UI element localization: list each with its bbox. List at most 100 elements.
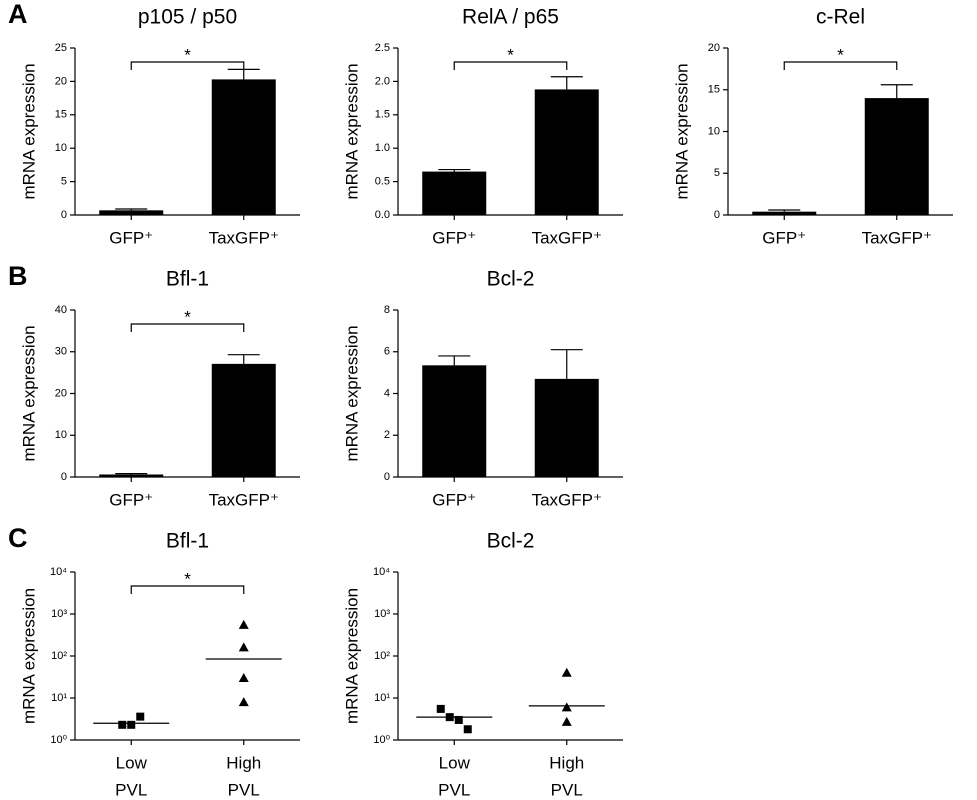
y-tick-label: 1.5 bbox=[375, 109, 390, 121]
x-tick-label: TaxGFP⁺ bbox=[209, 490, 279, 509]
y-tick-label: 10⁴ bbox=[50, 566, 67, 578]
x-tick-label: GFP⁺ bbox=[432, 490, 476, 509]
y-tick-label: 2.5 bbox=[375, 42, 390, 54]
y-tick-label: 10⁰ bbox=[50, 734, 67, 746]
point bbox=[238, 672, 249, 682]
y-tick-label: 0 bbox=[714, 209, 720, 221]
bar bbox=[534, 89, 599, 215]
chart-title: Bcl-2 bbox=[487, 268, 535, 291]
bar bbox=[534, 378, 599, 477]
y-tick-label: 15 bbox=[55, 109, 67, 121]
point bbox=[136, 712, 145, 721]
y-tick-label: 5 bbox=[714, 167, 720, 179]
point bbox=[436, 704, 445, 713]
x-tick-label: TaxGFP⁺ bbox=[862, 228, 932, 247]
x-tick-label: TaxGFP⁺ bbox=[209, 228, 279, 247]
significance-label: * bbox=[837, 45, 844, 64]
y-tick-label: 10¹ bbox=[51, 692, 67, 704]
y-tick-label: 0 bbox=[61, 471, 67, 483]
x-tick-label: GFP⁺ bbox=[762, 228, 806, 247]
y-tick-label: 10⁰ bbox=[373, 734, 390, 746]
point bbox=[238, 642, 249, 652]
significance-bracket bbox=[130, 61, 245, 70]
y-tick-label: 10² bbox=[374, 650, 390, 662]
x-tick-label: PVL bbox=[228, 780, 260, 799]
y-tick-label: 5 bbox=[61, 176, 67, 188]
y-tick-label: 20 bbox=[55, 387, 67, 399]
y-axis-label: mRNA expression bbox=[672, 63, 691, 199]
y-tick-label: 20 bbox=[55, 75, 67, 87]
x-tick-label: Low bbox=[116, 753, 148, 772]
y-tick-label: 1.0 bbox=[375, 142, 390, 154]
y-tick-label: 0 bbox=[61, 209, 67, 221]
significance-label: * bbox=[184, 45, 191, 64]
point bbox=[561, 716, 572, 726]
y-tick-label: 2.0 bbox=[375, 75, 390, 87]
panel-label: C bbox=[8, 523, 28, 553]
x-tick-label: GFP⁺ bbox=[109, 490, 153, 509]
x-tick-label: PVL bbox=[438, 780, 470, 799]
bar bbox=[99, 210, 164, 215]
significance-bracket bbox=[783, 61, 898, 70]
y-tick-label: 10 bbox=[55, 429, 67, 441]
y-axis-label: mRNA expression bbox=[19, 588, 38, 724]
y-tick-label: 10² bbox=[51, 650, 67, 662]
bar bbox=[422, 365, 487, 477]
bar bbox=[211, 79, 276, 215]
chart-title: p105 / p50 bbox=[138, 6, 237, 29]
x-tick-label: High bbox=[226, 753, 261, 772]
y-tick-label: 40 bbox=[55, 304, 67, 316]
point bbox=[561, 702, 572, 712]
bar bbox=[211, 363, 276, 477]
chart-title: c-Rel bbox=[816, 6, 865, 29]
y-axis-label: mRNA expression bbox=[342, 588, 361, 724]
y-tick-label: 10 bbox=[55, 142, 67, 154]
bar bbox=[864, 98, 929, 215]
point bbox=[561, 667, 572, 677]
significance-bracket bbox=[453, 61, 568, 70]
y-axis-label: mRNA expression bbox=[342, 63, 361, 199]
y-tick-label: 10¹ bbox=[374, 692, 390, 704]
significance-label: * bbox=[507, 45, 514, 64]
panel-label: A bbox=[8, 0, 28, 29]
significance-bracket bbox=[130, 585, 245, 594]
x-tick-label: High bbox=[549, 753, 584, 772]
x-tick-label: PVL bbox=[551, 780, 583, 799]
point bbox=[463, 725, 472, 734]
point bbox=[238, 619, 249, 629]
y-tick-label: 2 bbox=[384, 429, 390, 441]
y-tick-label: 10 bbox=[708, 125, 720, 137]
bar bbox=[752, 211, 817, 215]
bar bbox=[422, 171, 487, 215]
y-tick-label: 10⁴ bbox=[373, 566, 390, 578]
bar bbox=[99, 474, 164, 477]
point bbox=[127, 720, 136, 729]
y-tick-label: 8 bbox=[384, 304, 390, 316]
x-tick-label: TaxGFP⁺ bbox=[532, 490, 602, 509]
chart-title: Bfl-1 bbox=[166, 530, 209, 553]
y-tick-label: 15 bbox=[708, 84, 720, 96]
chart-title: Bcl-2 bbox=[487, 530, 535, 553]
y-axis-label: mRNA expression bbox=[19, 63, 38, 199]
significance-bracket bbox=[130, 323, 245, 332]
panel-label: B bbox=[8, 261, 28, 291]
y-tick-label: 10³ bbox=[51, 608, 67, 620]
significance-label: * bbox=[184, 569, 191, 588]
y-tick-label: 0 bbox=[384, 471, 390, 483]
x-tick-label: GFP⁺ bbox=[432, 228, 476, 247]
x-tick-label: PVL bbox=[115, 780, 147, 799]
y-tick-label: 10³ bbox=[374, 608, 390, 620]
y-tick-label: 25 bbox=[55, 42, 67, 54]
x-tick-label: GFP⁺ bbox=[109, 228, 153, 247]
y-axis-label: mRNA expression bbox=[342, 325, 361, 461]
significance-label: * bbox=[184, 307, 191, 326]
chart-title: Bfl-1 bbox=[166, 268, 209, 291]
y-tick-label: 0.0 bbox=[375, 209, 390, 221]
y-axis-label: mRNA expression bbox=[19, 325, 38, 461]
point bbox=[238, 697, 249, 707]
chart-title: RelA / p65 bbox=[462, 6, 559, 29]
y-tick-label: 20 bbox=[708, 42, 720, 54]
x-tick-label: TaxGFP⁺ bbox=[532, 228, 602, 247]
x-tick-label: Low bbox=[439, 753, 471, 772]
